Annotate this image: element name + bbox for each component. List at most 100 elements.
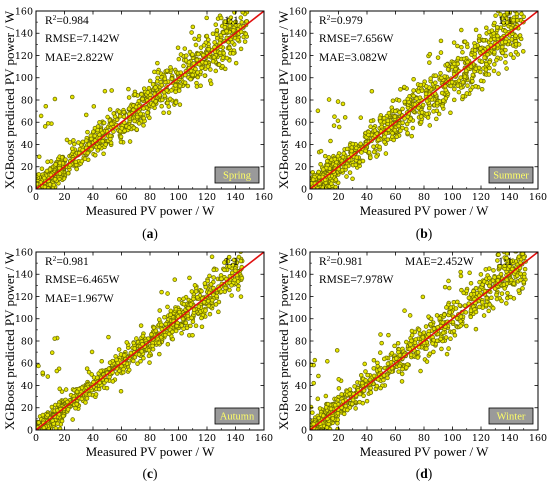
y-tick-label: 120 (15, 51, 33, 62)
x-tick-label: 40 (361, 192, 373, 203)
data-point (363, 369, 368, 374)
data-point (455, 55, 461, 61)
data-point (404, 365, 409, 370)
data-point (157, 351, 162, 357)
data-point (472, 44, 478, 49)
data-point (371, 357, 377, 363)
reference-line-1-1 (36, 252, 264, 430)
data-point (190, 333, 195, 338)
data-point (509, 277, 514, 283)
y-tick-label: 120 (289, 292, 307, 303)
data-point (168, 312, 173, 318)
data-point (494, 296, 500, 302)
y-tick-label: 100 (289, 73, 307, 84)
data-point (106, 334, 111, 340)
data-point (438, 70, 443, 76)
data-point (207, 311, 213, 317)
data-point (495, 258, 500, 263)
x-tick-label: 0 (33, 192, 39, 203)
data-point (141, 106, 146, 111)
data-point (497, 263, 503, 269)
data-point (402, 84, 407, 90)
data-point (173, 100, 179, 105)
data-point (441, 98, 446, 103)
data-point (420, 294, 426, 300)
data-point (53, 162, 58, 167)
data-point (57, 160, 63, 166)
data-point (407, 313, 413, 318)
data-point (404, 126, 409, 132)
data-point (205, 64, 211, 69)
data-point (390, 98, 396, 104)
y-tick-label: 40 (295, 381, 307, 392)
data-point (45, 121, 51, 126)
stat-r-squared: R2=0.979 (319, 13, 363, 27)
data-point (145, 90, 151, 95)
data-point (460, 50, 465, 55)
x-tick-label: 20 (332, 192, 344, 203)
data-point (176, 56, 182, 62)
data-point (95, 375, 100, 380)
data-point (164, 88, 170, 93)
data-point (409, 338, 414, 344)
data-point (427, 123, 433, 128)
data-point (486, 72, 492, 77)
data-point (464, 288, 469, 294)
data-point (435, 55, 441, 60)
data-point (344, 174, 349, 179)
data-point (71, 141, 77, 147)
data-point (419, 88, 425, 94)
data-point (194, 57, 200, 63)
data-point (205, 278, 210, 284)
data-point (326, 97, 332, 102)
data-point (503, 53, 508, 59)
data-point (489, 295, 494, 300)
data-point (371, 373, 377, 379)
data-point (240, 4, 244, 8)
data-point (393, 109, 398, 114)
data-point (231, 257, 237, 263)
data-point (444, 351, 450, 357)
data-point (49, 350, 55, 355)
data-point (468, 314, 474, 320)
data-point (360, 400, 366, 406)
data-point (353, 406, 358, 411)
data-point (83, 400, 88, 405)
data-point (458, 75, 463, 80)
data-point (45, 374, 51, 379)
data-point (188, 323, 193, 329)
data-point (43, 103, 49, 109)
data-point (206, 37, 211, 43)
x-tick-label: 140 (226, 433, 244, 444)
data-point (131, 358, 136, 364)
data-point (101, 151, 106, 156)
data-point (152, 69, 157, 75)
data-point (198, 83, 203, 89)
data-point (399, 379, 405, 384)
data-point (193, 323, 199, 329)
data-point (446, 278, 451, 284)
data-point (126, 86, 131, 92)
x-tick-label: 80 (144, 433, 156, 444)
data-point (354, 155, 360, 160)
data-point (383, 131, 389, 136)
data-point (415, 350, 421, 355)
data-point (173, 89, 178, 95)
data-point (503, 60, 508, 65)
data-point (438, 50, 444, 55)
data-point (405, 130, 410, 136)
data-point (195, 51, 201, 57)
data-point (504, 301, 509, 306)
x-tick-label: 120 (472, 192, 490, 203)
x-tick-label: 120 (198, 433, 216, 444)
scatter-points (36, 4, 250, 189)
data-point (468, 292, 474, 297)
data-point (193, 66, 198, 72)
data-point (231, 28, 236, 33)
data-point (462, 303, 468, 308)
data-point (424, 359, 430, 364)
data-point (69, 94, 75, 100)
y-tick-label: 140 (15, 270, 33, 281)
ratio-label: 1:1 (224, 256, 239, 268)
x-axis-title: Measured PV power / W (86, 444, 216, 459)
